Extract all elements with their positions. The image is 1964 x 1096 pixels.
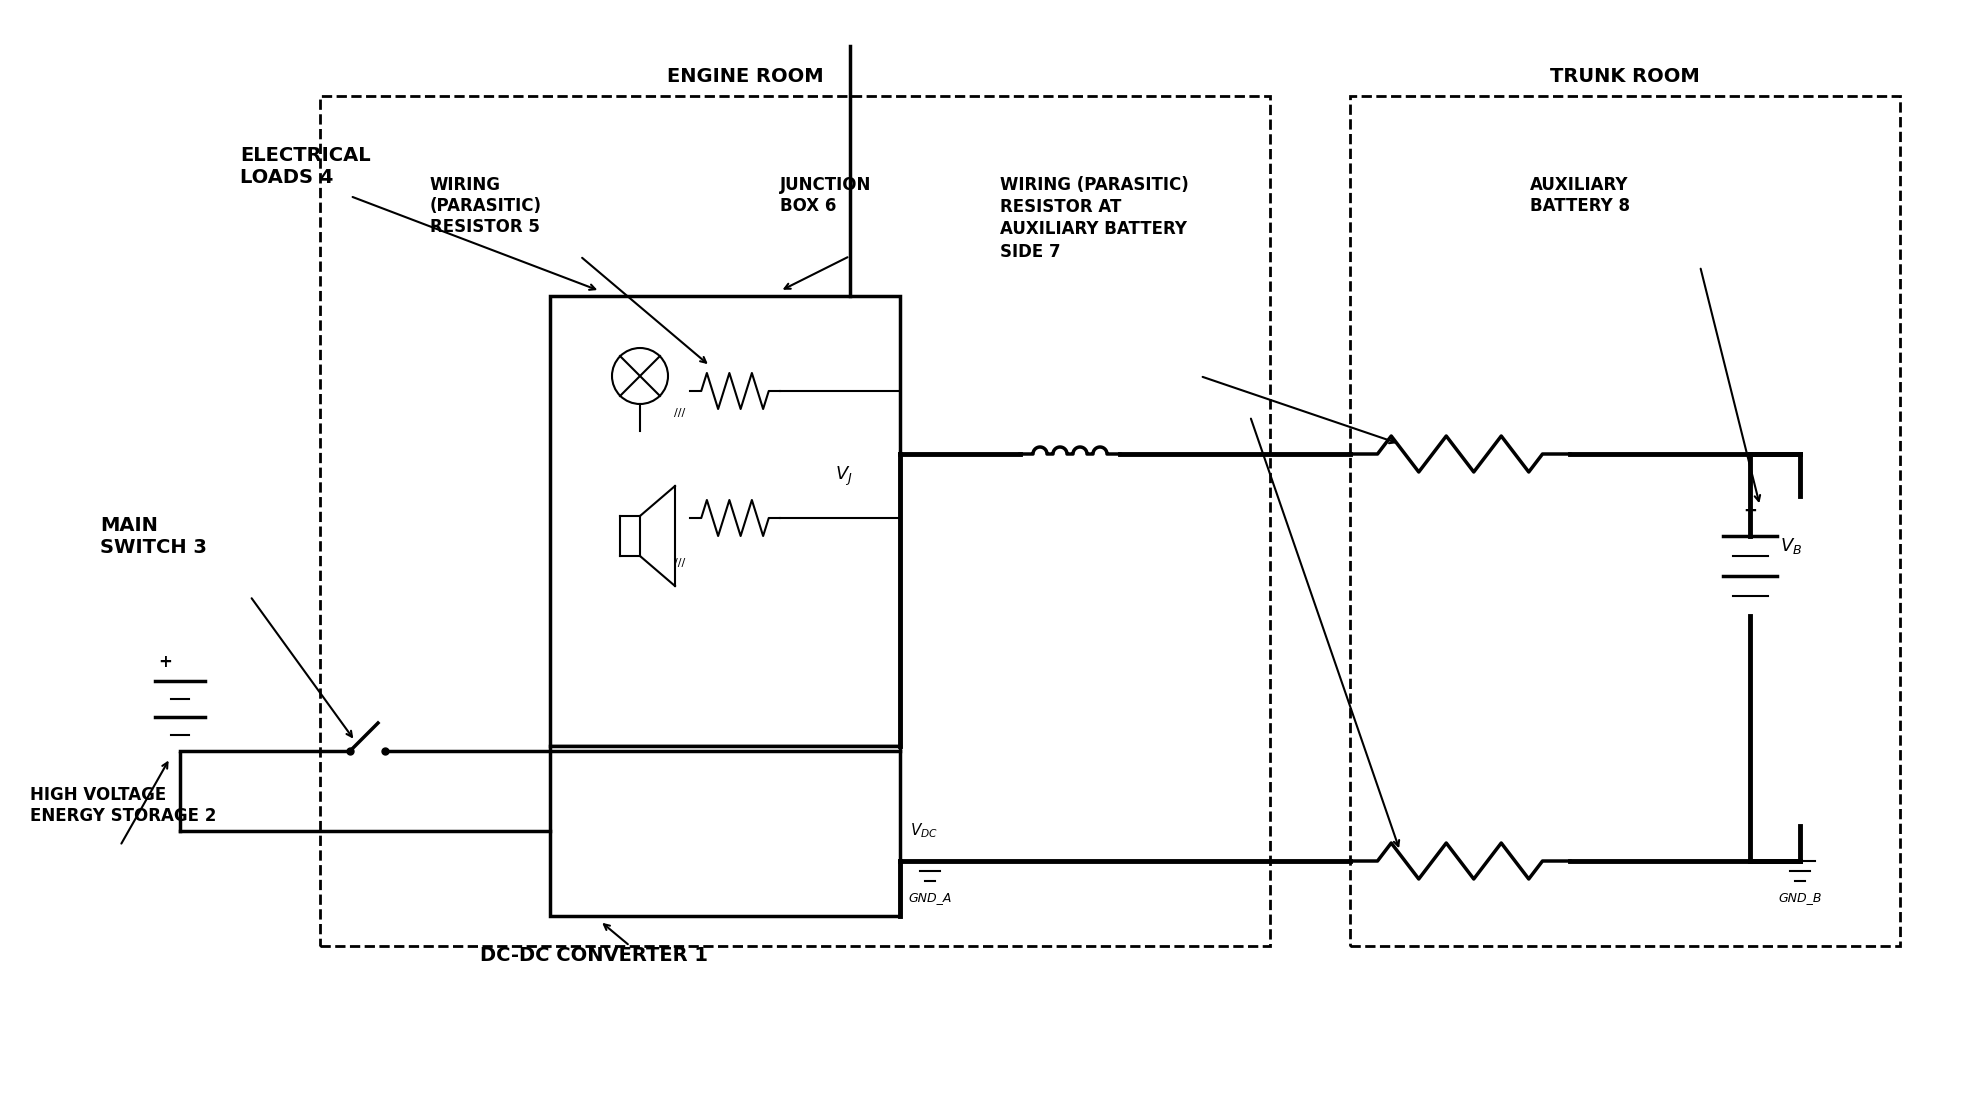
Text: $V_{DC}$: $V_{DC}$ [909, 822, 937, 841]
Bar [320, 96, 1269, 946]
Text: HIGH VOLTAGE
ENERGY STORAGE 2: HIGH VOLTAGE ENERGY STORAGE 2 [29, 786, 216, 825]
Text: ///: /// [674, 408, 685, 418]
Text: AUXILIARY
BATTERY 8: AUXILIARY BATTERY 8 [1530, 176, 1630, 215]
Text: +: + [1742, 502, 1756, 520]
Text: WIRING (PARASITIC)
RESISTOR AT
AUXILIARY BATTERY
SIDE 7: WIRING (PARASITIC) RESISTOR AT AUXILIARY… [1000, 176, 1188, 261]
Bar [550, 746, 900, 916]
Text: WIRING
(PARASITIC)
RESISTOR 5: WIRING (PARASITIC) RESISTOR 5 [430, 176, 542, 236]
Text: ///: /// [674, 558, 685, 568]
Text: GND_A: GND_A [907, 891, 951, 904]
Text: $V_B$: $V_B$ [1779, 536, 1801, 556]
Text: ENGINE ROOM: ENGINE ROOM [666, 67, 823, 85]
Text: GND_B: GND_B [1777, 891, 1821, 904]
Bar [1349, 96, 1899, 946]
Bar [550, 296, 900, 746]
Text: ELECTRICAL
LOADS 4: ELECTRICAL LOADS 4 [240, 146, 371, 187]
Text: MAIN
SWITCH 3: MAIN SWITCH 3 [100, 516, 206, 557]
Text: JUNCTION
BOX 6: JUNCTION BOX 6 [780, 176, 870, 215]
Text: DC-DC CONVERTER 1: DC-DC CONVERTER 1 [479, 946, 707, 964]
Text: TRUNK ROOM: TRUNK ROOM [1550, 67, 1699, 85]
Text: $V_J$: $V_J$ [835, 465, 852, 488]
Text: +: + [157, 653, 173, 671]
